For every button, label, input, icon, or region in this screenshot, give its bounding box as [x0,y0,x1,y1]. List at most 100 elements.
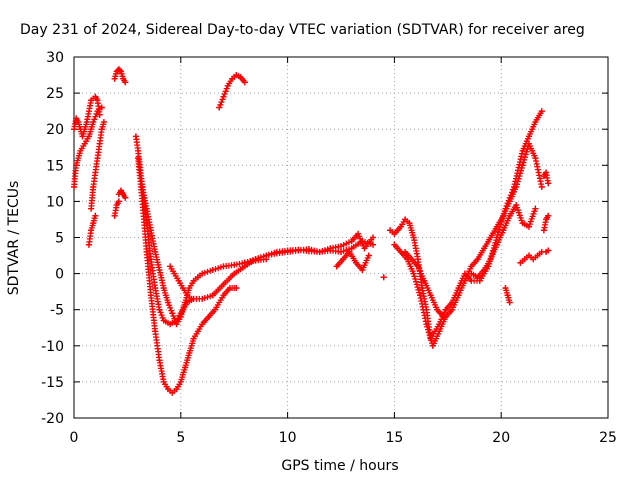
data-point [519,147,526,154]
data-point [540,227,547,234]
data-point [147,292,154,299]
data-point [139,183,146,190]
data-point [90,183,97,190]
data-point [340,256,347,263]
data-point [461,277,468,284]
series-late-h [540,212,552,234]
data-point [391,230,398,237]
data-point [81,140,88,147]
data-point [474,256,481,263]
data-point [540,173,547,180]
data-point [295,247,302,254]
data-point [391,241,398,248]
data-point [143,205,150,212]
data-point [190,335,197,342]
data-point [160,285,167,292]
data-point [88,97,95,104]
data-point [92,169,99,176]
data-point [513,202,520,209]
data-point [387,227,394,234]
data-point [442,306,449,313]
data-point [132,133,139,140]
data-point [96,111,103,118]
y-tick-label: -10 [41,339,64,355]
data-point [98,126,105,133]
data-point [233,285,240,292]
data-point [115,198,122,205]
data-point [402,248,409,255]
data-point [525,133,532,140]
series-late-g [540,169,552,187]
data-point [538,108,545,115]
data-point [167,263,174,270]
plus-marker-trace [543,247,552,255]
data-point [365,252,372,259]
data-point [359,266,366,273]
data-point [543,169,550,176]
data-point [493,241,500,248]
data-point [117,187,124,194]
data-point [164,386,171,393]
data-point [120,75,127,82]
data-point [111,212,118,219]
data-point [175,277,182,284]
y-tick-label: 25 [46,86,64,102]
data-point [414,256,421,263]
data-point [370,241,377,248]
data-marks [71,66,552,396]
data-point [220,263,227,270]
data-point [348,238,355,245]
plus-marker-trace [135,155,240,396]
data-point [419,285,426,292]
data-point [305,246,312,253]
data-point [233,72,240,79]
data-point [194,328,201,335]
series-late-c [402,248,447,320]
series-early-high-arc [71,93,103,140]
data-point [468,277,475,284]
series-late-i [543,247,552,255]
x-tick-label: 10 [279,430,297,446]
data-point [182,364,189,371]
data-point [500,212,507,219]
data-point [545,247,552,254]
data-point [220,93,227,100]
data-point [117,68,124,75]
data-point [284,248,291,255]
series-early-rise-2 [88,118,107,212]
data-point [156,266,163,273]
data-point [355,230,362,237]
data-point [429,342,436,349]
y-tick-label: 10 [46,194,64,210]
data-point [90,118,97,125]
data-point [506,299,513,306]
data-point [199,295,206,302]
series-early-rise-1 [71,104,105,190]
data-point [122,79,129,86]
data-point [177,378,184,385]
chart-title: Day 231 of 2024, Sidereal Day-to-day VTE… [20,22,585,38]
data-point [186,350,193,357]
data-point [147,227,154,234]
data-point [525,140,532,147]
series-descent-4 [167,263,195,302]
data-point [169,389,176,396]
data-point [156,357,163,364]
data-point [534,252,541,259]
data-point [220,281,227,288]
y-tick-label: 30 [46,50,64,66]
data-point [71,126,77,133]
data-point [173,386,180,393]
data-point [179,285,186,292]
data-point [427,292,434,299]
data-point [171,270,178,277]
series-mid-band [241,230,377,266]
data-point [487,256,494,263]
data-point [152,248,159,255]
data-point [434,306,441,313]
data-point [414,263,421,270]
data-point [73,115,80,122]
data-point [500,227,507,234]
y-tick-label: -5 [50,303,64,319]
series-late-f [517,248,545,266]
